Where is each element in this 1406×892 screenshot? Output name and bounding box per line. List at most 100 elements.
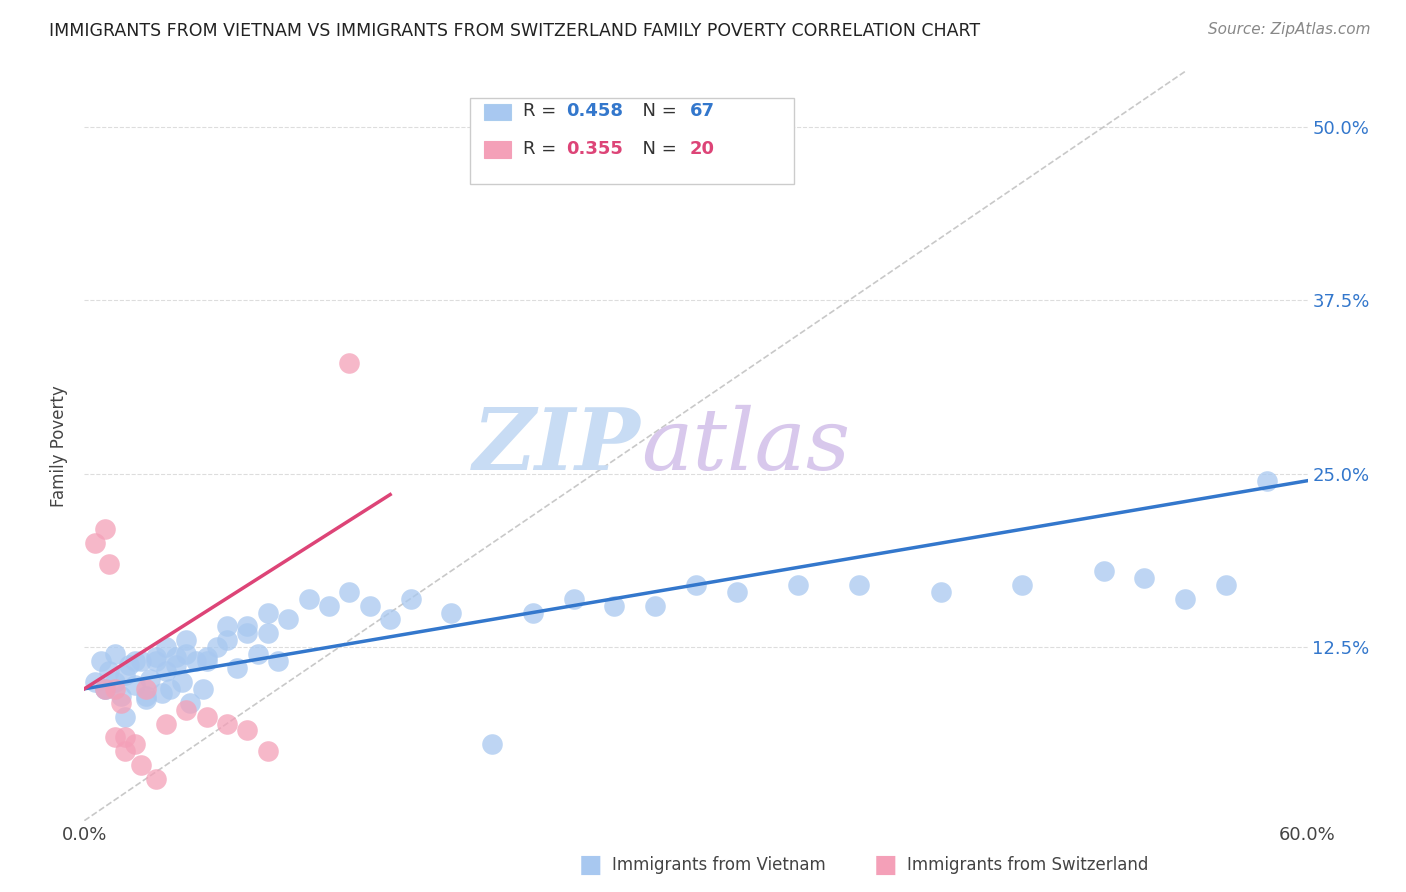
Text: ■: ■	[579, 854, 602, 877]
Point	[114, 731, 136, 745]
Point	[97, 557, 120, 571]
Point	[1174, 591, 1197, 606]
Point	[929, 584, 952, 599]
Point	[174, 703, 197, 717]
Point	[191, 681, 214, 696]
FancyBboxPatch shape	[470, 97, 794, 184]
Point	[104, 681, 127, 696]
Point	[93, 522, 115, 536]
Point	[217, 633, 239, 648]
Point	[114, 709, 136, 723]
Point	[603, 599, 626, 613]
Point	[195, 649, 218, 664]
Point	[124, 654, 146, 668]
Point	[114, 744, 136, 758]
Text: N =: N =	[631, 102, 683, 120]
Point	[145, 772, 167, 786]
Point	[131, 758, 153, 772]
Point	[186, 654, 208, 668]
Point	[93, 681, 115, 696]
Point	[93, 681, 115, 696]
Point	[155, 664, 177, 678]
Point	[155, 716, 177, 731]
Point	[135, 689, 157, 703]
Point	[380, 612, 402, 626]
Point	[1256, 474, 1278, 488]
Text: Immigrants from Switzerland: Immigrants from Switzerland	[907, 856, 1149, 874]
Text: 0.355: 0.355	[567, 139, 623, 158]
Point	[124, 737, 146, 751]
Text: ■: ■	[875, 854, 897, 877]
Point	[165, 658, 187, 673]
Y-axis label: Family Poverty: Family Poverty	[51, 385, 69, 507]
Point	[135, 691, 157, 706]
Point	[150, 686, 173, 700]
Point	[110, 696, 132, 710]
Point	[226, 661, 249, 675]
Point	[138, 672, 160, 686]
Point	[110, 689, 132, 703]
Point	[440, 606, 463, 620]
Text: R =: R =	[523, 139, 562, 158]
Point	[236, 723, 259, 738]
Point	[277, 612, 299, 626]
Point	[104, 647, 127, 661]
FancyBboxPatch shape	[484, 141, 512, 158]
Point	[104, 674, 127, 689]
Point	[205, 640, 228, 655]
Point	[131, 654, 153, 668]
Point	[93, 681, 115, 696]
Point	[1092, 564, 1115, 578]
Point	[359, 599, 381, 613]
Point	[1215, 578, 1237, 592]
Point	[298, 591, 321, 606]
Point	[257, 744, 280, 758]
Point	[114, 668, 136, 682]
Point	[118, 658, 141, 673]
Point	[685, 578, 707, 592]
Text: N =: N =	[631, 139, 683, 158]
Point	[257, 606, 280, 620]
Text: IMMIGRANTS FROM VIETNAM VS IMMIGRANTS FROM SWITZERLAND FAMILY POVERTY CORRELATIO: IMMIGRANTS FROM VIETNAM VS IMMIGRANTS FR…	[49, 22, 980, 40]
Point	[246, 647, 269, 661]
Point	[97, 664, 120, 678]
Point	[195, 654, 218, 668]
Point	[217, 716, 239, 731]
Point	[236, 619, 259, 633]
Point	[155, 640, 177, 655]
Point	[339, 584, 361, 599]
Text: Immigrants from Vietnam: Immigrants from Vietnam	[612, 856, 825, 874]
Point	[165, 649, 187, 664]
Point	[267, 654, 290, 668]
Point	[562, 591, 585, 606]
Point	[644, 599, 666, 613]
Point	[848, 578, 870, 592]
Point	[1011, 578, 1033, 592]
Point	[318, 599, 340, 613]
Point	[174, 647, 197, 661]
Point	[725, 584, 748, 599]
Point	[145, 654, 167, 668]
Point	[159, 681, 181, 696]
Point	[83, 674, 105, 689]
Point	[104, 731, 127, 745]
Text: 67: 67	[690, 102, 714, 120]
Point	[124, 678, 146, 692]
Text: 20: 20	[690, 139, 714, 158]
Point	[399, 591, 422, 606]
Point	[236, 626, 259, 640]
Text: 0.458: 0.458	[567, 102, 623, 120]
Point	[787, 578, 810, 592]
Point	[339, 356, 361, 370]
Point	[195, 709, 218, 723]
Point	[83, 536, 105, 550]
Text: Source: ZipAtlas.com: Source: ZipAtlas.com	[1208, 22, 1371, 37]
Text: R =: R =	[523, 102, 562, 120]
Point	[522, 606, 544, 620]
Text: ZIP: ZIP	[472, 404, 641, 488]
Point	[174, 633, 197, 648]
Point	[481, 737, 503, 751]
Point	[145, 649, 167, 664]
Point	[179, 696, 201, 710]
Text: atlas: atlas	[641, 405, 851, 487]
